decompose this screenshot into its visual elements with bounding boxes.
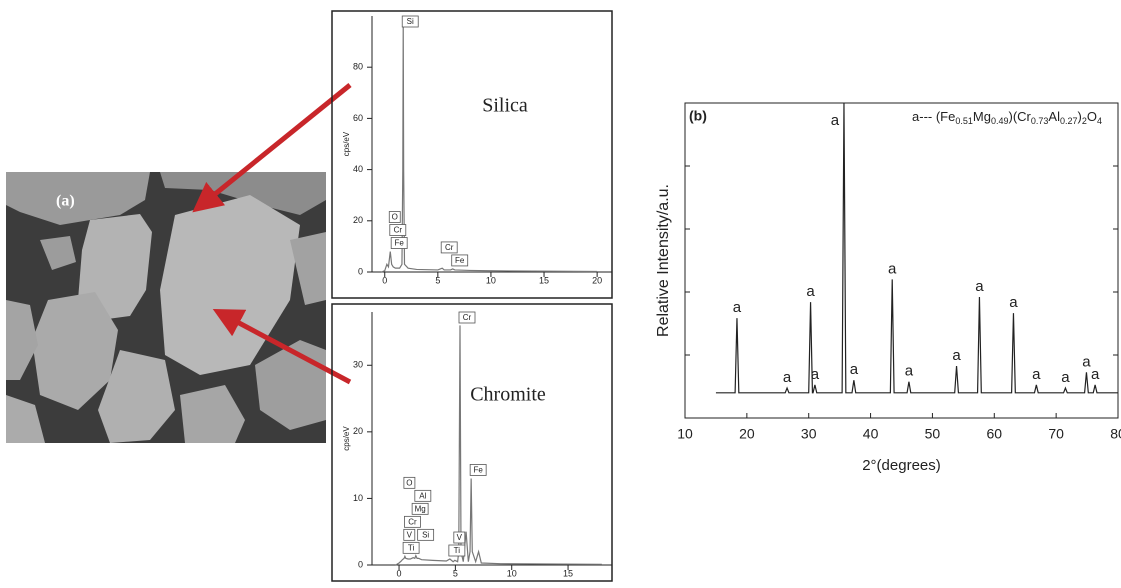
peak-label: Ti [454, 546, 461, 555]
peak-label: a [806, 283, 815, 300]
peak-label: a [1009, 294, 1018, 311]
panel-label: (b) [689, 108, 707, 124]
y-tick-label: 0 [358, 266, 363, 276]
peak-label: a [975, 278, 984, 295]
y-tick-label: 80 [353, 62, 363, 72]
peak-label: V [407, 530, 413, 539]
peak-label: Ti [408, 543, 415, 552]
peak-label: V [457, 533, 463, 542]
x-tick-label: 5 [453, 568, 458, 578]
legend-text: a--- (Fe0.51Mg0.49)(Cr0.73Al0.27)2O4 [912, 109, 1102, 126]
y-tick-label: 20 [353, 215, 363, 225]
y-axis-label: cps/eV [342, 426, 351, 451]
peak-label: Cr [394, 226, 403, 235]
peak-label: Si [422, 530, 429, 539]
x-tick-label: 0 [397, 568, 402, 578]
y-tick-label: 60 [353, 113, 363, 123]
x-tick-label: 70 [1048, 426, 1064, 442]
peak-label: O [406, 478, 412, 487]
peak-label: a [1032, 366, 1041, 383]
x-tick-label: 15 [563, 568, 573, 578]
y-tick-label: 20 [353, 426, 363, 436]
peak-label: Fe [473, 466, 483, 475]
plot-frame [685, 103, 1118, 418]
panel-label: (a) [56, 193, 75, 210]
x-tick-label: 60 [986, 426, 1002, 442]
peak-label: Si [407, 17, 414, 26]
peak-label: Fe [455, 256, 465, 265]
x-tick-label: 15 [539, 275, 549, 285]
peak-label: a [905, 363, 914, 380]
x-tick-label: 80 [1110, 426, 1121, 442]
x-tick-label: 20 [739, 426, 755, 442]
peak-label: Al [419, 491, 426, 500]
peak-label: a [783, 369, 792, 386]
peak-label: a [952, 347, 961, 364]
y-tick-label: 0 [358, 559, 363, 569]
x-tick-label: 10 [486, 275, 496, 285]
peak-label: Mg [415, 504, 426, 513]
panel-frame [332, 11, 612, 298]
x-tick-label: 10 [677, 426, 693, 442]
x-tick-label: 40 [863, 426, 879, 442]
peak-label: a [811, 366, 820, 383]
peak-label: a [1082, 353, 1091, 370]
x-tick-label: 50 [925, 426, 941, 442]
y-axis-label: cps/eV [342, 131, 351, 156]
figure: (a) 05101520020406080Silicacps/eVSiFeCrO… [0, 0, 1121, 588]
peak-label: a [1091, 366, 1100, 383]
peak-label: a [1061, 369, 1070, 386]
x-tick-label: 10 [507, 568, 517, 578]
y-tick-label: 30 [353, 360, 363, 370]
y-axis-label: Relative Intensity/a.u. [655, 184, 672, 337]
peak-label: a [733, 299, 742, 316]
panel-title: Chromite [470, 384, 546, 406]
y-tick-label: 40 [353, 164, 363, 174]
peak-label: Fe [395, 239, 405, 248]
peak-label: a [850, 361, 859, 378]
peak-label: a [831, 112, 840, 129]
x-axis-label: 2°(degrees) [862, 457, 941, 474]
x-tick-label: 0 [382, 275, 387, 285]
x-tick-label: 30 [801, 426, 817, 442]
peak-label: Cr [408, 517, 417, 526]
peak-label: a [888, 260, 897, 277]
peak-label: Cr [463, 313, 472, 322]
x-tick-label: 5 [435, 275, 440, 285]
spectrum-line [382, 24, 598, 272]
peak-label: O [392, 213, 398, 222]
x-tick-label: 20 [592, 275, 602, 285]
sem-image [6, 172, 326, 443]
peak-label: Cr [445, 243, 454, 252]
panel-title: Silica [482, 95, 528, 117]
spectrum-line [716, 103, 1118, 393]
y-tick-label: 10 [353, 493, 363, 503]
